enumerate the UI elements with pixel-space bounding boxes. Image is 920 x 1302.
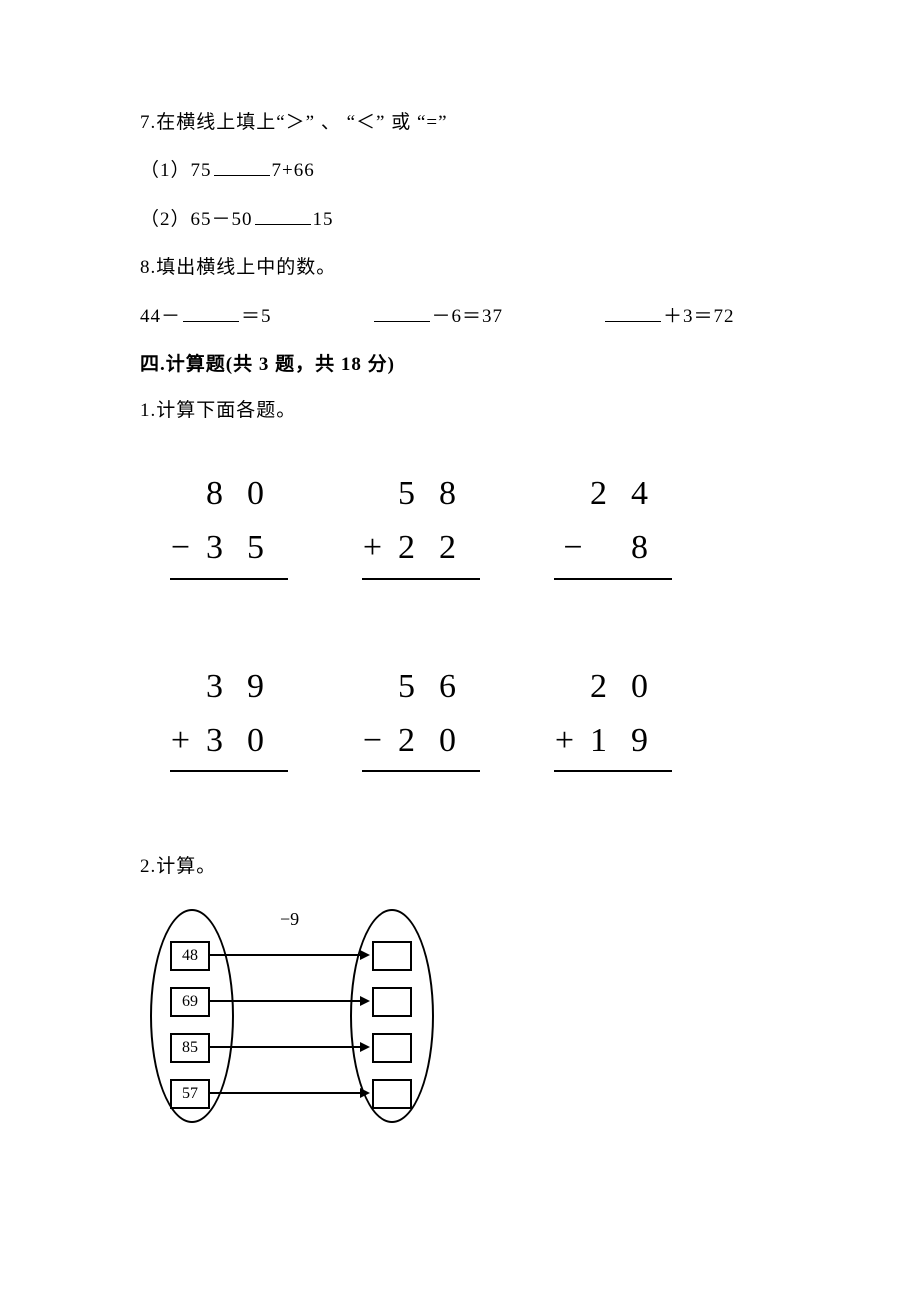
operator: + xyxy=(363,529,388,566)
operator: − xyxy=(363,722,388,759)
vmath-bottom: −35 xyxy=(170,521,288,579)
arrow-line xyxy=(210,1000,362,1002)
q7-sub2: （2）65－50 15 xyxy=(140,205,780,235)
vmath-bottom: +19 xyxy=(554,714,672,772)
operator: − xyxy=(563,529,588,566)
q8-eq1-right: ＝5 xyxy=(241,306,272,327)
input-cell: 69 xyxy=(170,987,210,1017)
q8-eq1-blank[interactable] xyxy=(183,302,239,322)
q8-eq2: －6＝37 xyxy=(372,302,504,332)
arrow-head-icon xyxy=(360,996,370,1006)
vertical-arithmetic: 24− 8 xyxy=(554,467,676,580)
vmath-bottom: +30 xyxy=(170,714,288,772)
vmath-top: 20 xyxy=(554,660,672,714)
vmath-bottom-num: 19 xyxy=(590,722,672,759)
vmath-bottom-num: 20 xyxy=(398,722,480,759)
q8-equations: 44－ ＝5 －6＝37 ＋3＝72 xyxy=(140,302,780,332)
vmath-bottom: −20 xyxy=(362,714,480,772)
answer-cell[interactable] xyxy=(372,941,412,971)
q8-eq3-right: ＋3＝72 xyxy=(663,306,735,327)
q7b-blank[interactable] xyxy=(255,205,311,225)
vmath-bottom: − 8 xyxy=(554,521,672,579)
vmath-bottom-num: 30 xyxy=(206,722,288,759)
q7a-blank[interactable] xyxy=(214,156,270,176)
q7a-right: 7+66 xyxy=(272,160,315,181)
vmath-top: 58 xyxy=(362,467,480,521)
q7b-left: （2）65－50 xyxy=(140,209,253,230)
operator: − xyxy=(171,529,196,566)
operator: + xyxy=(555,722,580,759)
arrow-line xyxy=(210,1092,362,1094)
operator: + xyxy=(171,722,196,759)
arrow-head-icon xyxy=(360,950,370,960)
input-cell: 85 xyxy=(170,1033,210,1063)
q8-eq3: ＋3＝72 xyxy=(603,302,735,332)
q8-eq2-blank[interactable] xyxy=(374,302,430,322)
answer-cell[interactable] xyxy=(372,1033,412,1063)
vertical-arithmetic: 58+22 xyxy=(362,467,484,580)
vmath-top: 24 xyxy=(554,467,672,521)
vertical-arithmetic: 39+30 xyxy=(170,660,292,773)
input-cell: 48 xyxy=(170,941,210,971)
vertical-arithmetic: 56−20 xyxy=(362,660,484,773)
arrow-head-icon xyxy=(360,1042,370,1052)
arrow-line xyxy=(210,1046,362,1048)
vmath-row-1: 80−3558+2224− 8 xyxy=(170,467,780,580)
vertical-arithmetic: 20+19 xyxy=(554,660,676,773)
vmath-top: 80 xyxy=(170,467,288,521)
vmath-top: 39 xyxy=(170,660,288,714)
q4-1-prompt: 1.计算下面各题。 xyxy=(140,396,780,426)
q8-prompt: 8.填出横线上中的数。 xyxy=(140,253,780,283)
input-cell: 57 xyxy=(170,1079,210,1109)
vertical-arithmetic: 80−35 xyxy=(170,467,292,580)
mapping-diagram: −9 48 69 85 57 xyxy=(150,901,450,1131)
vmath-row-2: 39+3056−2020+19 xyxy=(170,660,780,773)
vmath-bottom: +22 xyxy=(362,521,480,579)
page-content: 7.在横线上填上“＞” 、 “＜” 或 “=” （1）75 7+66 （2）65－… xyxy=(140,108,780,1131)
q7b-right: 15 xyxy=(313,209,334,230)
q4-2-prompt: 2.计算。 xyxy=(140,852,780,882)
q8-eq2-right: －6＝37 xyxy=(432,306,504,327)
arrow-head-icon xyxy=(360,1088,370,1098)
vmath-bottom-num: 35 xyxy=(206,529,288,566)
arrow-line xyxy=(210,954,362,956)
operation-label: −9 xyxy=(280,905,299,934)
q8-eq1-left: 44－ xyxy=(140,306,181,327)
q7a-left: （1）75 xyxy=(140,160,212,181)
answer-cell[interactable] xyxy=(372,987,412,1017)
q7-prompt: 7.在横线上填上“＞” 、 “＜” 或 “=” xyxy=(140,108,780,138)
answer-cell[interactable] xyxy=(372,1079,412,1109)
q7-sub1: （1）75 7+66 xyxy=(140,156,780,186)
section4-title: 四.计算题(共 3 题，共 18 分) xyxy=(140,350,780,380)
vmath-top: 56 xyxy=(362,660,480,714)
q8-eq3-blank[interactable] xyxy=(605,302,661,322)
vmath-bottom-num: 22 xyxy=(398,529,480,566)
q8-eq1: 44－ ＝5 xyxy=(140,302,272,332)
vmath-bottom-num: 8 xyxy=(599,529,673,566)
